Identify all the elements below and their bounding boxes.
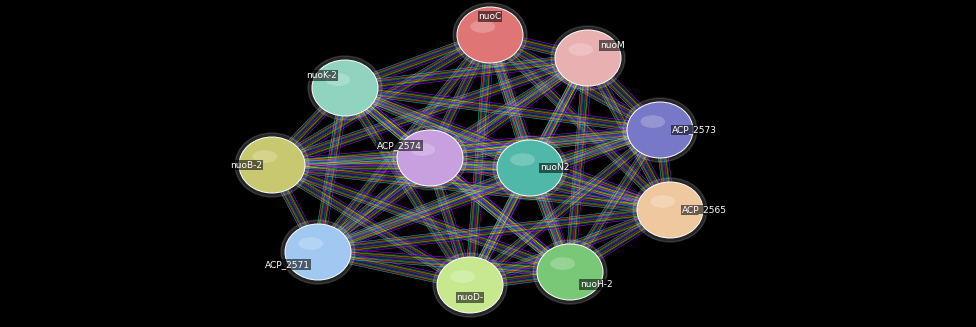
- Text: nuoB-2: nuoB-2: [230, 161, 262, 169]
- Ellipse shape: [299, 237, 323, 250]
- Ellipse shape: [393, 126, 467, 190]
- Text: nuoH-2: nuoH-2: [580, 280, 613, 289]
- Ellipse shape: [285, 224, 351, 280]
- Ellipse shape: [537, 244, 603, 300]
- Text: ACP_2573: ACP_2573: [672, 126, 717, 134]
- Ellipse shape: [533, 240, 607, 304]
- Text: ACP_2565: ACP_2565: [682, 205, 727, 215]
- Text: nuoM: nuoM: [600, 41, 625, 50]
- Ellipse shape: [308, 56, 382, 120]
- Ellipse shape: [493, 136, 567, 200]
- Ellipse shape: [450, 270, 475, 283]
- Text: nuoD-: nuoD-: [457, 293, 483, 302]
- Ellipse shape: [623, 98, 697, 162]
- Ellipse shape: [470, 20, 495, 33]
- Ellipse shape: [627, 102, 693, 158]
- Ellipse shape: [397, 130, 463, 186]
- Text: ACP_2574: ACP_2574: [377, 141, 422, 150]
- Text: ACP_2571: ACP_2571: [265, 260, 310, 269]
- Ellipse shape: [637, 182, 703, 238]
- Ellipse shape: [437, 257, 503, 313]
- Ellipse shape: [410, 143, 435, 156]
- Ellipse shape: [551, 26, 625, 90]
- Ellipse shape: [433, 253, 507, 317]
- Ellipse shape: [640, 115, 665, 128]
- Ellipse shape: [497, 140, 563, 196]
- Ellipse shape: [253, 150, 277, 163]
- Ellipse shape: [281, 220, 355, 284]
- Ellipse shape: [235, 133, 309, 197]
- Ellipse shape: [510, 153, 535, 166]
- Ellipse shape: [550, 257, 575, 270]
- Text: nuoK-2: nuoK-2: [306, 71, 337, 80]
- Ellipse shape: [312, 60, 378, 116]
- Ellipse shape: [568, 43, 593, 56]
- Ellipse shape: [239, 137, 305, 193]
- Ellipse shape: [325, 73, 350, 86]
- Text: nuoN2: nuoN2: [540, 164, 569, 173]
- Ellipse shape: [555, 30, 621, 86]
- Ellipse shape: [650, 195, 675, 208]
- Text: nuoC: nuoC: [478, 12, 502, 21]
- Ellipse shape: [453, 3, 527, 67]
- Ellipse shape: [633, 178, 707, 242]
- Ellipse shape: [457, 7, 523, 63]
